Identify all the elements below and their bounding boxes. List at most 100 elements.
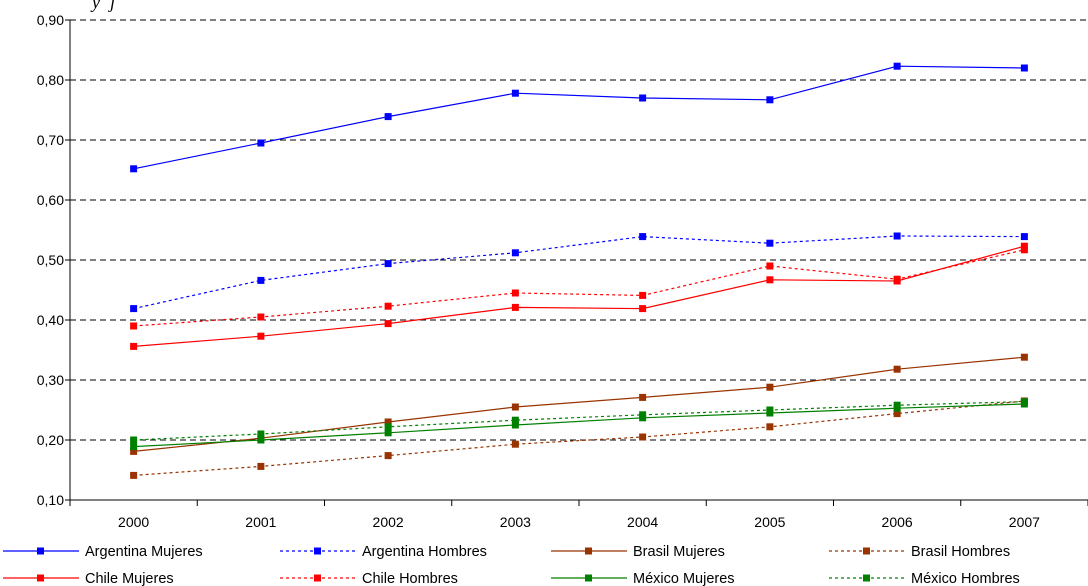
series-line <box>133 245 1025 347</box>
legend-label: Argentina Mujeres <box>85 544 203 560</box>
data-point <box>511 249 519 257</box>
data-point <box>384 429 392 437</box>
x-tick-label: 2002 <box>373 514 404 530</box>
data-point <box>766 239 774 247</box>
series-line <box>133 249 1025 327</box>
data-point <box>511 416 519 424</box>
legend-item: Argentina Mujeres <box>3 544 203 560</box>
series-chile-mujeres <box>130 242 1028 350</box>
data-point <box>511 303 519 311</box>
y-axis-ticks: 0,10 0,20 0,30 0,40 0,50 0,60 0,70 0,80 0,90 <box>37 12 70 508</box>
data-point <box>639 393 647 401</box>
legend-swatch-marker <box>863 547 870 555</box>
y-tick-label: 0,50 <box>37 252 64 268</box>
data-point <box>893 410 901 418</box>
data-point <box>130 342 138 350</box>
data-point <box>639 291 647 299</box>
legend-swatch-marker <box>863 574 870 582</box>
legend-swatch-marker <box>585 547 592 555</box>
x-tick-label: 2000 <box>118 514 149 530</box>
data-point <box>639 433 647 441</box>
data-point <box>1020 398 1028 406</box>
series-line <box>133 65 1025 170</box>
data-point <box>130 471 138 479</box>
x-tick-label: 2004 <box>627 514 658 530</box>
data-point <box>130 322 138 330</box>
data-point <box>639 411 647 419</box>
y-tick-label: 0,60 <box>37 192 64 208</box>
data-point <box>639 233 647 241</box>
data-point <box>130 443 138 451</box>
y-tick-label: 0,70 <box>37 132 64 148</box>
data-point <box>639 305 647 313</box>
legend-label: Argentina Hombres <box>362 544 487 560</box>
legend-swatch-marker <box>585 574 592 582</box>
data-point <box>384 423 392 431</box>
series-argentina-mujeres <box>130 62 1028 173</box>
data-point <box>384 452 392 460</box>
x-tick-label: 2001 <box>245 514 276 530</box>
series-mexico-mujeres <box>130 400 1028 451</box>
legend-label: México Mujeres <box>633 571 735 586</box>
data-point <box>1020 242 1028 250</box>
data-point <box>130 165 138 173</box>
data-point <box>1020 353 1028 361</box>
data-point <box>257 430 265 438</box>
legend-swatch-marker <box>314 574 321 582</box>
data-point <box>130 447 138 455</box>
data-point <box>384 418 392 426</box>
legend-swatch-marker <box>314 547 321 555</box>
data-point <box>1020 64 1028 72</box>
legend-item: Argentina Hombres <box>280 544 487 560</box>
gridlines <box>70 19 1088 441</box>
data-point <box>384 260 392 268</box>
data-point <box>893 401 901 409</box>
data-point <box>257 332 265 340</box>
y-tick-label: 0,90 <box>37 12 64 28</box>
data-point <box>766 276 774 284</box>
series-layer <box>130 62 1028 479</box>
legend-item: México Hombres <box>829 571 1020 586</box>
data-point <box>130 436 138 444</box>
data-point <box>511 403 519 411</box>
data-point <box>384 113 392 121</box>
legend-item: México Mujeres <box>551 571 735 586</box>
series-line <box>133 235 1025 310</box>
x-axis-ticks: 2000 2001 2002 2003 2004 2005 2006 2007 <box>69 500 1088 530</box>
legend-label: México Hombres <box>911 571 1020 586</box>
data-point <box>1020 233 1028 241</box>
legend-item: Brasil Hombres <box>829 544 1010 560</box>
data-point <box>766 423 774 431</box>
y-tick-label: 0,30 <box>37 372 64 388</box>
series-line <box>133 400 1025 476</box>
x-tick-label: 2003 <box>500 514 531 530</box>
data-point <box>1020 246 1028 254</box>
data-point <box>257 436 265 444</box>
data-point <box>893 232 901 240</box>
data-point <box>766 406 774 414</box>
y-tick-label: 0,40 <box>37 312 64 328</box>
legend-label: Chile Mujeres <box>85 571 174 586</box>
data-point <box>766 383 774 391</box>
legend-item: Chile Hombres <box>280 571 458 586</box>
data-point <box>766 262 774 270</box>
y-tick-label: 0,80 <box>37 72 64 88</box>
legend-label: Brasil Mujeres <box>633 544 725 560</box>
x-tick-label: 2007 <box>1009 514 1040 530</box>
data-point <box>893 275 901 283</box>
x-tick-label: 2006 <box>882 514 913 530</box>
series-line <box>133 356 1025 452</box>
data-point <box>766 96 774 104</box>
data-point <box>511 289 519 297</box>
legend-swatch-marker <box>37 547 44 555</box>
legend-item: Brasil Mujeres <box>551 544 725 560</box>
data-point <box>639 94 647 102</box>
y-tick-label: 0,10 <box>37 492 64 508</box>
data-point <box>130 305 138 313</box>
cropped-title-fragment: y j <box>90 0 115 12</box>
series-line <box>133 401 1025 441</box>
legend-label: Chile Hombres <box>362 571 458 586</box>
series-line <box>133 403 1025 448</box>
data-point <box>257 276 265 284</box>
